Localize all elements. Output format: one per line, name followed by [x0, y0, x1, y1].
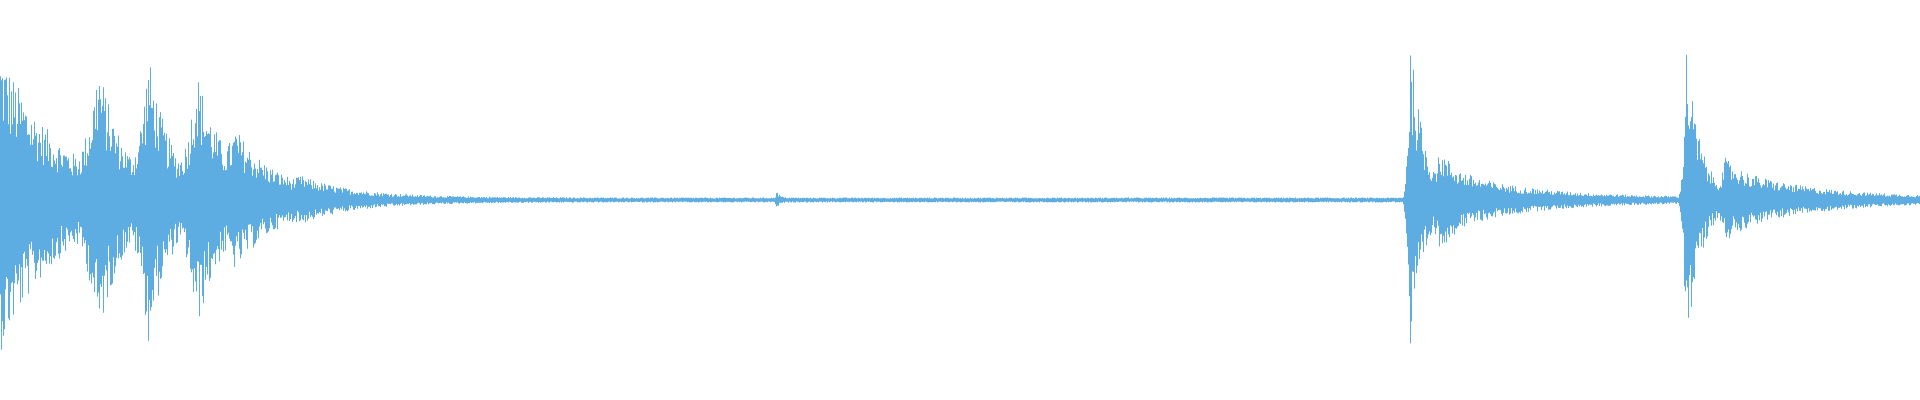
waveform-path: [0, 54, 1920, 350]
